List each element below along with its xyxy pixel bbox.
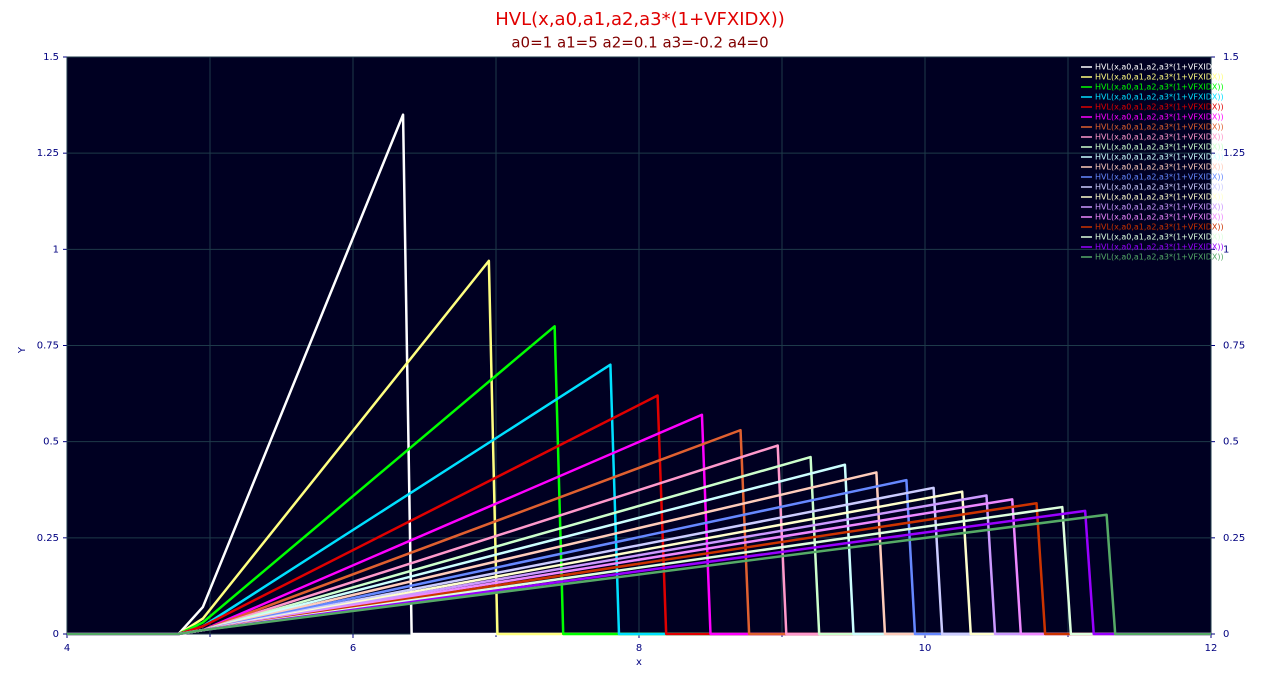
- legend-label: HVL(x,a0,a1,a2,a3*(1+VFXIDX)): [1095, 223, 1224, 232]
- legend-label: HVL(x,a0,a1,a2,a3*(1+VFXIDX)): [1095, 193, 1224, 202]
- y-axis-label: Y: [17, 346, 28, 354]
- y-tick-label: 0.25: [37, 533, 59, 544]
- legend-label: HVL(x,a0,a1,a2,a3*(1+VFXIDX)): [1095, 153, 1224, 162]
- legend-label: HVL(x,a0,a1,a2,a3*(1+VFXIDX)): [1095, 113, 1224, 122]
- y-tick-label: 1.25: [37, 148, 59, 159]
- x-tick-label: 8: [636, 643, 642, 654]
- y-tick-label-right: 1.5: [1223, 52, 1239, 63]
- legend-label: HVL(x,a0,a1,a2,a3*(1+VFXIDX)): [1095, 233, 1224, 242]
- y-tick-label-right: 0.5: [1223, 437, 1239, 448]
- y-tick-label: 1.5: [43, 52, 59, 63]
- x-axis-label: x: [636, 657, 642, 668]
- series-line: [67, 513, 1211, 636]
- y-tick-label: 1: [53, 244, 59, 255]
- y-tick-label: 0.5: [43, 437, 59, 448]
- y-tick-label-right: 0.75: [1223, 341, 1245, 352]
- legend-label: HVL(x,a0,a1,a2,a3*(1+VFXIDX)): [1095, 83, 1224, 92]
- y-tick-label: 0: [53, 629, 59, 640]
- legend-label: HVL(x,a0,a1,a2,a3*(1+VFXIDX)): [1095, 183, 1224, 192]
- legend-label: HVL(x,a0,a1,a2,a3*(1+VFXIDX)): [1095, 73, 1224, 82]
- legend-label: HVL(x,a0,a1,a2,a3*(1+VFXIDX)): [1095, 103, 1224, 112]
- legend-label: HVL(x,a0,a1,a2,a3*(1+VFXIDX)): [1095, 253, 1224, 262]
- x-tick-label: 6: [350, 643, 356, 654]
- legend-label: HVL(x,a0,a1,a2,a3*(1+VFXIDX)): [1095, 133, 1224, 142]
- legend-label: HVL(x,a0,a1,a2,a3*(1+VFXIDX)): [1095, 123, 1224, 132]
- y-tick-label-right: 0: [1223, 629, 1229, 640]
- legend-label: HVL(x,a0,a1,a2,a3*(1+VFXIDX)): [1095, 243, 1224, 252]
- y-tick-label-right: 0.25: [1223, 533, 1245, 544]
- legend-label: HVL(x,a0,a1,a2,a3*(1+VFXIDX)): [1095, 173, 1224, 182]
- chart-title: HVL(x,a0,a1,a2,a3*(1+VFXIDX)): [495, 9, 784, 30]
- legend-label: HVL(x,a0,a1,a2,a3*(1+VFXIDX)): [1095, 93, 1224, 102]
- legend-label: HVL(x,a0,a1,a2,a3*(1+VFXIDX)): [1095, 213, 1224, 222]
- y-tick-label-right: 1.25: [1223, 148, 1245, 159]
- x-tick-label: 12: [1205, 643, 1218, 654]
- legend-label: HVL(x,a0,a1,a2,a3*(1+VFXIDX)): [1095, 63, 1224, 72]
- legend-label: HVL(x,a0,a1,a2,a3*(1+VFXIDX)): [1095, 203, 1224, 212]
- chart-subtitle: a0=1 a1=5 a2=0.1 a3=-0.2 a4=0: [511, 34, 768, 52]
- legend-label: HVL(x,a0,a1,a2,a3*(1+VFXIDX)): [1095, 163, 1224, 172]
- y-tick-label-right: 1: [1223, 244, 1229, 255]
- x-tick-label: 4: [64, 643, 70, 654]
- y-tick-label: 0.75: [37, 341, 59, 352]
- x-tick-label: 10: [919, 643, 932, 654]
- legend-label: HVL(x,a0,a1,a2,a3*(1+VFXIDX)): [1095, 143, 1224, 152]
